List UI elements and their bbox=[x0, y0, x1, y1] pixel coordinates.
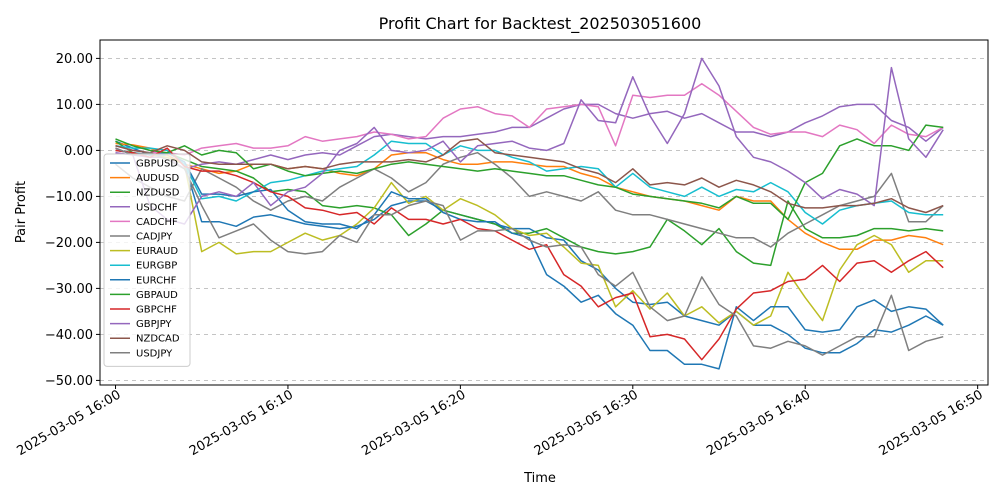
legend-label-cadchf: CADCHF bbox=[136, 217, 178, 228]
y-tick-label: 20.00 bbox=[56, 52, 93, 67]
legend-label-gbpusd: GBPUSD bbox=[136, 159, 178, 170]
y-tick-label: 10.00 bbox=[56, 98, 93, 113]
legend-label-euraud: EURAUD bbox=[136, 246, 178, 257]
legend-label-audusd: AUDUSD bbox=[136, 173, 180, 184]
series-line-gbpusd bbox=[115, 140, 944, 354]
legend: GBPUSD AUDUSD NZDUSD USDCHF CADCHF CADJPY EURA… bbox=[103, 153, 191, 367]
series-line-eurchf bbox=[115, 149, 944, 370]
legend-label-eurgbp: EURGBP bbox=[136, 261, 177, 272]
series-line-nzdcad bbox=[115, 138, 944, 214]
y-tick-label: −40.00 bbox=[45, 328, 93, 343]
y-tick-label: −30.00 bbox=[45, 282, 93, 297]
series-line-euraud bbox=[115, 149, 944, 326]
plot-area-frame bbox=[99, 39, 989, 386]
series-line-gbpjpy bbox=[115, 57, 944, 225]
legend-label-gbpaud: GBPAUD bbox=[136, 290, 178, 301]
x-axis-label: Time bbox=[523, 471, 556, 486]
legend-label-usdchf: USDCHF bbox=[136, 202, 178, 213]
legend-label-usdjpy: USDJPY bbox=[136, 348, 173, 359]
legend-label-gbpchf: GBPCHF bbox=[136, 305, 177, 316]
series-line-usdjpy bbox=[115, 147, 944, 356]
series-layer bbox=[115, 57, 944, 370]
legend-label-eurchf: EURCHF bbox=[136, 275, 177, 286]
y-tick-label: 0.00 bbox=[64, 144, 93, 159]
y-axis-label: Pair Profit bbox=[14, 181, 29, 243]
series-line-cadjpy bbox=[115, 151, 944, 248]
y-tick-label: −50.00 bbox=[45, 374, 93, 389]
legend-label-gbpjpy: GBPJPY bbox=[136, 319, 172, 330]
legend-label-nzdcad: NZDCAD bbox=[136, 334, 180, 345]
series-line-cadchf bbox=[115, 82, 944, 156]
legend-label-nzdusd: NZDUSD bbox=[136, 188, 180, 199]
legend-label-cadjpy: CADJPY bbox=[136, 232, 173, 243]
y-tick-label: −20.00 bbox=[45, 236, 93, 251]
series-line-nzdusd bbox=[115, 140, 944, 267]
y-tick-label: −10.00 bbox=[45, 190, 93, 205]
chart-title: Profit Chart for Backtest_202503051600 bbox=[379, 14, 702, 34]
